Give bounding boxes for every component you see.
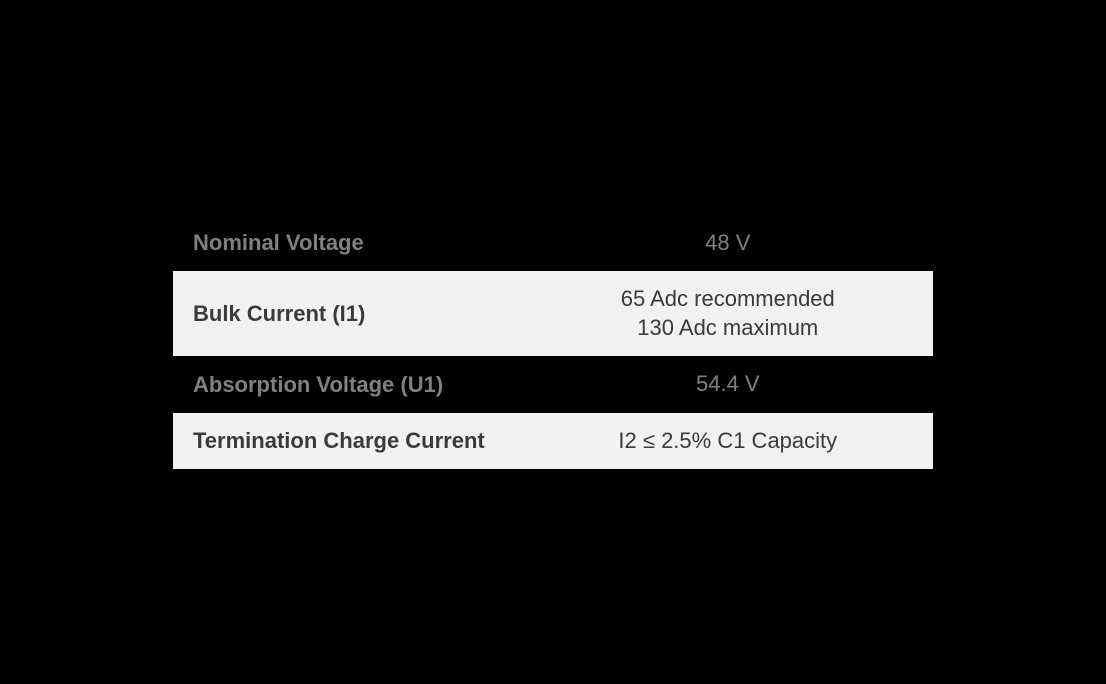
- spec-value-line: 65 Adc recommended: [621, 285, 835, 314]
- spec-value-termination-current: I2 ≤ 2.5% C1 Capacity: [523, 413, 933, 470]
- spec-label-nominal-voltage: Nominal Voltage: [173, 215, 523, 272]
- spec-value-line: 54.4 V: [696, 370, 760, 399]
- spec-value-line: 48 V: [705, 229, 750, 258]
- spec-value-absorption-voltage: 54.4 V: [523, 356, 933, 413]
- spec-label-bulk-current: Bulk Current (I1): [173, 271, 523, 356]
- table-row: Nominal Voltage 48 V: [173, 215, 933, 272]
- table-row: Bulk Current (I1) 65 Adc recommended 130…: [173, 271, 933, 356]
- table-row: Termination Charge Current I2 ≤ 2.5% C1 …: [173, 413, 933, 470]
- spec-label-termination-current: Termination Charge Current: [173, 413, 523, 470]
- spec-value-line: I2 ≤ 2.5% C1 Capacity: [618, 427, 837, 456]
- spec-value-nominal-voltage: 48 V: [523, 215, 933, 272]
- spec-value-bulk-current: 65 Adc recommended 130 Adc maximum: [523, 271, 933, 356]
- spec-label-absorption-voltage: Absorption Voltage (U1): [173, 356, 523, 413]
- spec-value-line: 130 Adc maximum: [637, 314, 818, 343]
- spec-table: Nominal Voltage 48 V Bulk Current (I1) 6…: [173, 215, 933, 470]
- table-row: Absorption Voltage (U1) 54.4 V: [173, 356, 933, 413]
